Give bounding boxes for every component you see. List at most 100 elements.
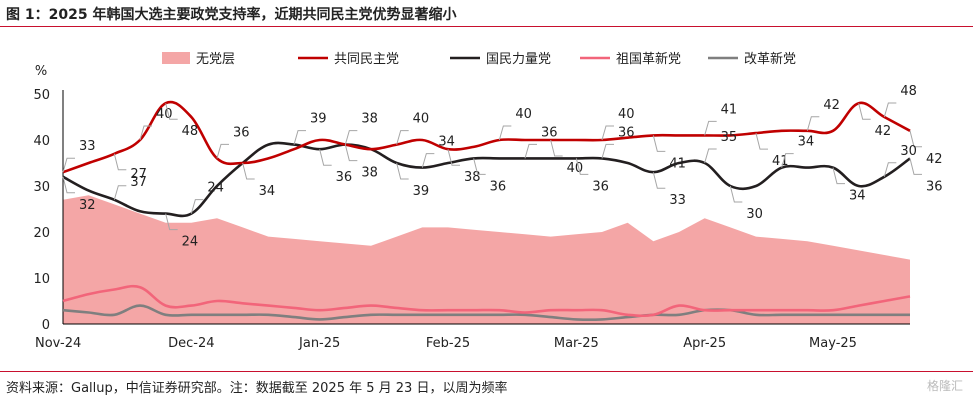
label-leader-ppp xyxy=(652,172,666,189)
label-leader-democratic xyxy=(447,149,460,166)
label-leader-ppp xyxy=(729,185,743,203)
label-leader-ppp xyxy=(396,162,409,180)
legend-label-reform: 改革新党 xyxy=(744,51,796,67)
data-label-ppp: 34 xyxy=(259,184,276,199)
data-label-ppp: 24 xyxy=(182,235,199,250)
label-leader-democratic xyxy=(601,125,614,141)
label-leader-democratic xyxy=(909,130,922,148)
y-tick-label: 50 xyxy=(33,88,50,103)
data-label-ppp: 39 xyxy=(413,184,430,199)
data-label-democratic: 38 xyxy=(361,166,378,181)
series-line-rebuilding xyxy=(62,284,911,318)
title-divider xyxy=(0,26,973,27)
label-leader-ppp xyxy=(473,158,486,175)
data-label-ppp: 36 xyxy=(618,125,635,140)
label-leader-ppp xyxy=(524,143,537,159)
y-tick-label: 20 xyxy=(33,226,50,241)
label-leader-democratic xyxy=(858,103,871,120)
label-leader-ppp xyxy=(319,149,332,166)
label-leader-democratic xyxy=(704,120,717,136)
y-tick-label: 40 xyxy=(33,134,50,149)
x-tick-label: Apr-25 xyxy=(683,336,726,351)
y-tick-label: 10 xyxy=(33,272,50,287)
data-label-democratic: 42 xyxy=(875,124,892,139)
label-leader-ppp xyxy=(113,185,127,200)
legend-swatch-undecided xyxy=(162,52,190,64)
label-leader-democratic xyxy=(344,144,358,162)
series-line-democratic xyxy=(62,100,911,174)
label-leader-democratic xyxy=(396,130,409,145)
legend-label-rebuilding: 祖国革新党 xyxy=(616,51,681,67)
label-leader-ppp xyxy=(832,167,845,185)
label-leader-ppp xyxy=(165,213,178,231)
x-tick-label: Feb-25 xyxy=(426,336,470,351)
data-label-ppp: 34 xyxy=(849,189,866,204)
label-leader-ppp xyxy=(575,158,589,175)
y-tick-label: 0 xyxy=(42,318,50,333)
data-label-democratic: 40 xyxy=(618,107,635,122)
data-label-ppp: 33 xyxy=(669,193,686,208)
data-label-ppp: 39 xyxy=(310,112,327,127)
x-tick-label: Mar-25 xyxy=(554,336,599,351)
x-tick-label: Nov-24 xyxy=(35,336,81,351)
series-line-reform xyxy=(62,304,910,322)
data-label-democratic: 48 xyxy=(182,124,199,139)
label-leader-democratic xyxy=(755,132,768,150)
data-label-democratic: 38 xyxy=(464,170,481,185)
label-leader-ppp xyxy=(421,153,435,168)
data-label-democratic: 42 xyxy=(926,152,943,167)
legend-label-ppp: 国民力量党 xyxy=(486,52,551,67)
data-label-ppp: 36 xyxy=(926,179,943,194)
x-tick-label: Dec-24 xyxy=(168,336,214,351)
party-support-chart: % 0 10 20 30 40 50 33 37 40 48 36 38 40 38 40 40 40 41 41 41… xyxy=(33,51,943,351)
label-leader-democratic xyxy=(113,153,127,171)
label-leader-ppp xyxy=(293,130,306,145)
x-tick-label: May-25 xyxy=(809,336,857,351)
data-label-democratic: 33 xyxy=(79,139,96,154)
label-leader-democratic xyxy=(550,139,563,157)
data-label-ppp: 36 xyxy=(490,179,507,194)
data-label-ppp: 27 xyxy=(130,167,147,182)
data-label-ppp: 36 xyxy=(541,125,558,140)
label-leader-ppp xyxy=(62,176,75,194)
data-label-ppp: 30 xyxy=(900,144,917,159)
chart-title: 图 1：2025 年韩国大选主要政党支持率，近期共同民主党优势显著缩小 xyxy=(6,7,457,23)
data-label-democratic: 36 xyxy=(233,125,250,140)
label-leader-democratic xyxy=(806,116,820,131)
data-label-democratic: 40 xyxy=(515,107,532,122)
data-label-ppp: 38 xyxy=(361,112,378,127)
data-label-democratic: 42 xyxy=(823,98,840,113)
label-leader-ppp xyxy=(704,148,717,164)
legend-label-undecided: 无党层 xyxy=(196,52,235,67)
data-label-democratic: 40 xyxy=(413,112,430,127)
label-leader-ppp xyxy=(344,130,358,145)
label-leader-ppp xyxy=(883,162,897,177)
data-label-ppp: 34 xyxy=(798,135,815,150)
data-label-democratic: 41 xyxy=(721,102,738,117)
data-label-ppp: 32 xyxy=(79,198,96,213)
data-label-democratic: 41 xyxy=(669,156,686,171)
label-leader-democratic xyxy=(139,125,152,141)
watermark-logo: 格隆汇 xyxy=(926,379,963,393)
label-leader-democratic xyxy=(883,102,897,118)
label-leader-democratic xyxy=(165,103,178,120)
y-tick-label: 30 xyxy=(33,180,50,195)
data-label-ppp: 35 xyxy=(721,130,738,145)
data-label-democratic: 48 xyxy=(900,84,917,99)
x-tick-label: Jan-25 xyxy=(298,336,340,351)
data-label-ppp: 34 xyxy=(438,135,455,150)
legend-label-democratic: 共同民主党 xyxy=(334,52,399,67)
label-leader-ppp xyxy=(190,199,204,214)
data-label-ppp: 36 xyxy=(592,179,609,194)
label-leader-democratic xyxy=(498,125,512,141)
label-leader-ppp xyxy=(781,153,794,168)
data-label-democratic: 40 xyxy=(156,107,173,122)
data-label-democratic: 41 xyxy=(772,154,789,169)
data-label-ppp: 30 xyxy=(746,207,763,222)
series-line-ppp xyxy=(62,141,911,218)
label-leader-ppp xyxy=(242,162,255,180)
source-divider xyxy=(0,371,973,372)
label-leader-ppp xyxy=(601,143,614,159)
y-axis-unit: % xyxy=(35,64,47,79)
series-area-undecided xyxy=(63,195,910,324)
